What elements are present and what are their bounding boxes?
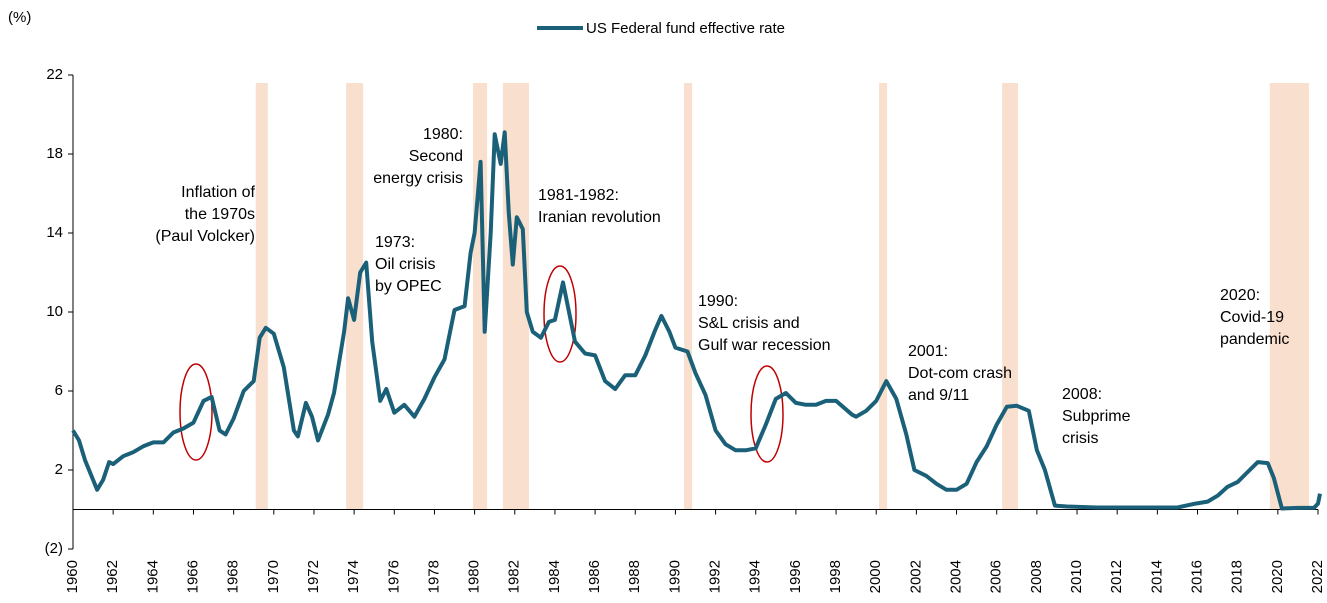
x-tick-label: 1968 [225,560,242,593]
x-tick-label: 2008 [1028,560,1045,593]
legend-label: US Federal fund effective rate [586,20,785,37]
y-tick-label: (2) [45,540,63,557]
x-tick-label: 2000 [867,560,884,593]
annotation: Oil crisis [375,256,435,273]
x-tick-label: 2006 [988,560,1005,593]
x-tick-label: 1990 [666,560,683,593]
x-tick-label: 1992 [707,560,724,593]
x-tick-label: 1960 [64,560,81,593]
y-tick-label: 18 [46,145,63,162]
annotation: and 9/11 [908,387,969,404]
annotation: (Paul Volcker) [155,228,255,245]
annotation: the 1970s [185,206,255,223]
x-tick-label: 1998 [827,560,844,593]
x-tick-label: 1980 [466,560,483,593]
x-tick-label: 1966 [184,560,201,593]
x-tick-label: 1978 [425,560,442,593]
annotation: 2001: [908,343,948,360]
y-tick-label: 6 [55,382,63,399]
x-tick-label: 2018 [1229,560,1246,593]
y-axis-label: (%) [8,9,31,26]
annotation: Inflation of [181,184,255,201]
annotation: energy crisis [373,170,463,187]
annotation: 2008: [1062,386,1102,403]
annotation: 1990: [698,293,738,310]
annotation: Gulf war recession [698,337,831,354]
axes: (2) 2 6 10 14 18 22 1960 1962 1964 1966 1968 1970 197… [45,66,1326,593]
y-tick-label: 14 [46,224,63,241]
annotation: by OPEC [375,278,442,295]
data-line [71,130,1322,511]
x-tick-label: 1970 [265,560,282,593]
x-tick-label: 1974 [345,560,362,593]
annotation: Iranian revolution [538,209,661,226]
shaded-period [346,83,364,510]
annotation: S&L crisis and [698,315,800,332]
shaded-periods [255,83,1309,510]
highlight-ellipse [750,365,784,463]
highlight-ellipse [543,265,577,363]
annotation: 2020: [1220,287,1260,304]
x-tick-label: 1976 [385,560,402,593]
shaded-period [684,83,693,510]
x-tick-label: 2004 [948,560,965,593]
x-tick-label: 2020 [1269,560,1286,593]
x-tick-label: 1972 [305,560,322,593]
annotation: crisis [1062,430,1098,447]
x-tick-label: 1988 [626,560,643,593]
x-tick-label: 2014 [1148,560,1165,593]
x-tick-label: 2002 [907,560,924,593]
annotation: 1980: [423,126,463,143]
highlight-ellipse [179,363,213,461]
shaded-period [1269,83,1309,510]
annotation: Covid-19 [1220,309,1284,326]
y-tick-label: 2 [55,461,63,478]
x-tick-label: 1994 [747,560,764,593]
x-tick-label: 2010 [1068,560,1085,593]
annotation: Second [409,148,463,165]
x-tick-label: 2016 [1188,560,1205,593]
y-tick-label: 10 [46,303,63,320]
x-tick-label: 1986 [586,560,603,593]
x-tick-label: 1996 [787,560,804,593]
annotation: 1981-1982: [538,187,619,204]
shaded-period [1002,83,1018,510]
shaded-period [255,83,268,510]
x-tick-label: 1982 [506,560,523,593]
annotation: pandemic [1220,331,1289,348]
shaded-period [879,83,888,510]
x-tick-label: 2022 [1309,560,1326,593]
x-tick-label: 1964 [144,560,161,593]
y-tick-label: 22 [46,66,63,83]
annotation: Dot-com crash [908,365,1012,382]
x-tick-label: 1962 [104,560,121,593]
x-tick-label: 2012 [1108,560,1125,593]
x-tick-label: 1984 [546,560,563,593]
annotation: 1973: [375,234,415,251]
annotation: Subprime [1062,408,1131,425]
